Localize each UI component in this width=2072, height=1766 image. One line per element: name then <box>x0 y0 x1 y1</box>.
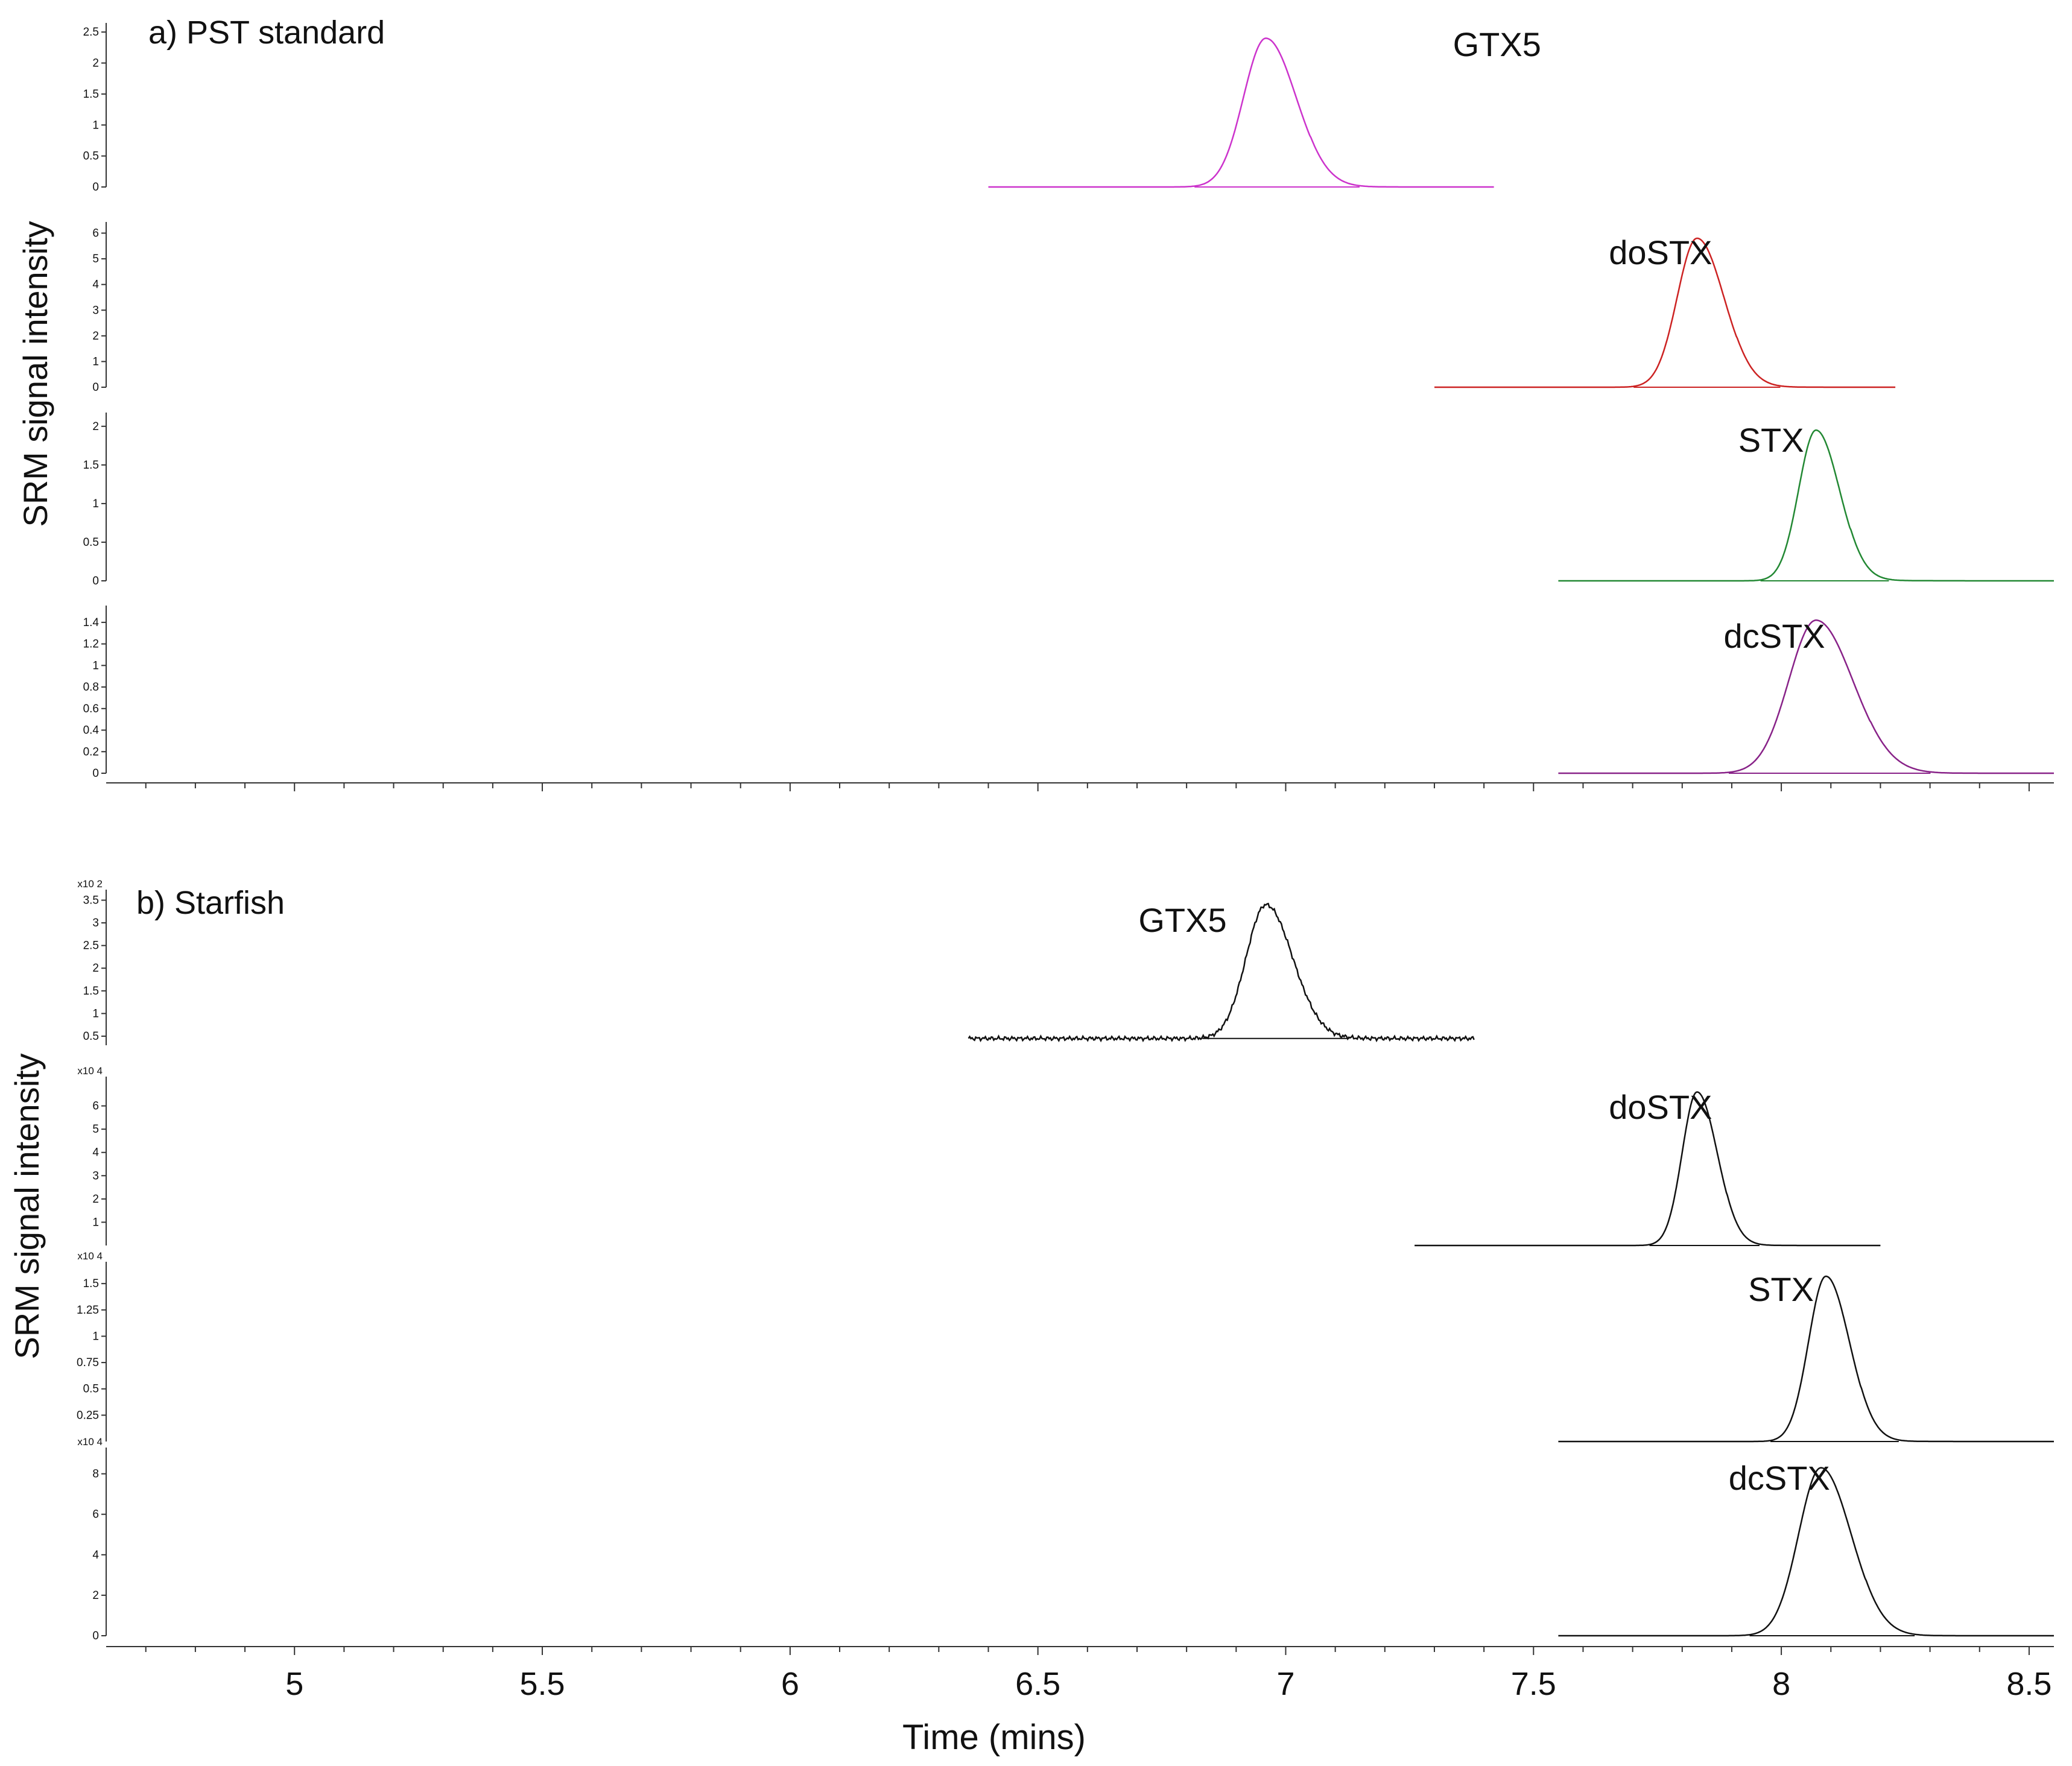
y-tick-label: 4 <box>92 1147 99 1159</box>
x-tick-label: 5.5 <box>519 1666 565 1702</box>
y-tick-label: 0.75 <box>77 1356 99 1369</box>
y-multiplier-label: x10 2 <box>77 878 103 890</box>
y-tick-label: 0.4 <box>83 724 100 737</box>
y-tick-label: 0.5 <box>83 1383 99 1396</box>
peak-label-doSTX: doSTX <box>1609 1088 1712 1126</box>
trace-STX <box>1558 429 2054 582</box>
y-tick-label: 1.5 <box>83 88 99 101</box>
y-tick-label: 3 <box>92 1169 99 1182</box>
y-tick-label: 1 <box>92 355 99 368</box>
y-tick-label: 0 <box>92 767 99 780</box>
y-tick-label: 0.6 <box>83 703 99 715</box>
y-tick-label: 3 <box>92 917 99 929</box>
y-tick-label: 3.5 <box>83 894 99 907</box>
y-tick-label: 2 <box>92 1193 99 1206</box>
y-tick-label: 1.25 <box>77 1304 99 1317</box>
y-multiplier-label: x10 4 <box>77 1065 103 1077</box>
y-tick-label: 5 <box>92 253 99 265</box>
y-tick-label: 0 <box>92 381 99 394</box>
y-tick-label: 1 <box>92 1007 99 1020</box>
y-tick-label: 0.5 <box>83 536 99 549</box>
trace-GTX5 <box>968 902 1475 1043</box>
trace-doSTX <box>1415 1091 1881 1247</box>
peak-label-GTX5: GTX5 <box>1453 25 1541 63</box>
panel-a-y-axis-label: SRM signal intensity <box>16 221 54 527</box>
y-tick-label: 1 <box>92 119 99 131</box>
y-tick-label: 0.5 <box>83 150 99 163</box>
y-tick-label: 2 <box>92 330 99 343</box>
peak-label-dcSTX: dcSTX <box>1724 617 1825 655</box>
y-tick-label: 1 <box>92 659 99 672</box>
y-tick-label: 1.5 <box>83 1277 99 1290</box>
x-tick-label: 5 <box>285 1666 303 1702</box>
y-tick-label: 6 <box>92 227 99 240</box>
peak-label-dcSTX: dcSTX <box>1729 1459 1830 1497</box>
peak-label-GTX5: GTX5 <box>1138 901 1226 939</box>
y-tick-label: 0 <box>92 181 99 194</box>
y-tick-label: 2 <box>92 420 99 433</box>
x-tick-label: 7.5 <box>1511 1666 1556 1702</box>
trace-dcSTX <box>1558 619 2054 774</box>
y-tick-label: 2.5 <box>83 940 99 952</box>
x-tick-label: 8.5 <box>2006 1666 2051 1702</box>
panel-a-traces: 0 0.5 1 1.5 2 2.5 GTX5 0 1 2 3 4 5 6 doSTX 0 0.5 1 1.5 2 STX… <box>83 23 2054 791</box>
y-tick-label: 6 <box>92 1508 99 1521</box>
x-axis-label: Time (mins) <box>902 1718 1086 1757</box>
panel-b-traces: 0.5 1 1.5 2 2.5 3 3.5 x10 2 GTX5 1 2 3 4 5 6 x10 4 doSTX… <box>77 878 2054 1702</box>
y-tick-label: 0.8 <box>83 681 99 694</box>
y-tick-label: 2 <box>92 57 99 70</box>
y-tick-label: 0 <box>92 575 99 587</box>
y-tick-label: 4 <box>92 1549 99 1562</box>
y-tick-label: 2 <box>92 1589 99 1602</box>
peak-label-STX: STX <box>1738 421 1804 459</box>
peak-label-STX: STX <box>1748 1270 1814 1308</box>
y-tick-label: 0.25 <box>77 1409 99 1422</box>
y-tick-label: 8 <box>92 1468 99 1481</box>
y-tick-label: 1 <box>92 1216 99 1229</box>
y-tick-label: 2 <box>92 962 99 975</box>
trace-GTX5 <box>988 37 1494 188</box>
y-tick-label: 1.5 <box>83 985 99 998</box>
y-tick-label: 3 <box>92 304 99 317</box>
y-tick-label: 1 <box>92 1330 99 1343</box>
x-tick-label: 7 <box>1276 1666 1294 1702</box>
panel-a-title: a) PST standard <box>148 14 385 51</box>
panel-b-y-axis-label: SRM signal intensity <box>8 1053 46 1359</box>
x-tick-label: 6 <box>781 1666 799 1702</box>
x-tick-label: 8 <box>1772 1666 1790 1702</box>
y-tick-label: 1.4 <box>83 616 100 629</box>
panel-b-title: b) Starfish <box>136 885 285 921</box>
y-multiplier-label: x10 4 <box>77 1436 103 1448</box>
y-tick-label: 2.5 <box>83 26 99 39</box>
trace-dcSTX <box>1558 1467 2054 1637</box>
y-tick-label: 1.2 <box>83 638 99 651</box>
x-tick-label: 6.5 <box>1015 1666 1060 1702</box>
y-tick-label: 0 <box>92 1630 99 1642</box>
peak-label-doSTX: doSTX <box>1609 233 1712 271</box>
y-tick-label: 5 <box>92 1123 99 1136</box>
y-tick-label: 4 <box>92 279 99 291</box>
y-tick-label: 1.5 <box>83 459 99 472</box>
y-multiplier-label: x10 4 <box>77 1250 103 1262</box>
trace-STX <box>1558 1275 2054 1443</box>
y-tick-label: 0.5 <box>83 1030 99 1043</box>
y-tick-label: 0.2 <box>83 745 99 758</box>
trace-doSTX <box>1434 237 1896 388</box>
y-tick-label: 6 <box>92 1100 99 1113</box>
y-tick-label: 1 <box>92 498 99 510</box>
